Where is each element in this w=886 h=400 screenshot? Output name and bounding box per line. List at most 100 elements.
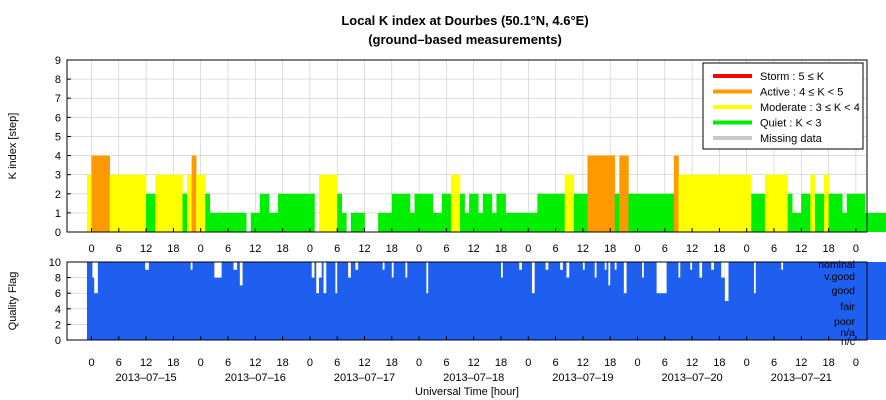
k-index-bar — [350, 212, 356, 232]
k-index-bar — [614, 193, 620, 232]
k-index-bar — [300, 193, 306, 232]
k-index-bar — [182, 193, 188, 232]
k-index-y-tick-label: 4 — [55, 151, 61, 163]
k-index-bar — [414, 193, 420, 232]
k-index-bar — [278, 193, 283, 232]
k-index-bar — [801, 193, 807, 232]
k-index-bar — [678, 174, 684, 232]
quality-flag-dip — [721, 262, 725, 278]
k-index-bar — [824, 174, 829, 232]
k-index-bar — [737, 174, 743, 232]
quality-flag-x-tick-label: 12 — [468, 357, 480, 369]
quality-flag-dip — [190, 262, 193, 270]
k-index-bar — [264, 193, 270, 232]
k-index-bar — [132, 174, 138, 232]
k-index-bar — [287, 193, 292, 232]
k-index-bar — [259, 193, 265, 232]
k-index-y-tick-label: 5 — [55, 131, 61, 143]
k-index-bar — [137, 174, 142, 232]
quality-flag-label: n/c — [841, 336, 855, 348]
k-index-bar — [305, 193, 311, 232]
k-index-y-tick-label: 9 — [55, 55, 61, 67]
quality-flag-x-tick-label: 12 — [795, 357, 807, 369]
k-index-bar — [423, 193, 429, 232]
k-index-bar — [309, 193, 315, 232]
k-index-bar — [105, 155, 110, 232]
k-index-bar — [432, 212, 438, 232]
k-index-bar — [109, 174, 115, 232]
k-index-bar — [123, 174, 129, 232]
k-index-bar — [883, 212, 886, 232]
k-index-bar — [878, 212, 884, 232]
k-index-y-tick-label: 0 — [55, 227, 61, 239]
quality-flag-dip — [566, 262, 570, 278]
quality-flag-x-tick-label: 6 — [443, 357, 449, 369]
quality-flag-dip — [690, 262, 693, 270]
k-index-bar — [778, 174, 784, 232]
quality-flag-dip — [604, 262, 607, 270]
k-index-bar — [610, 155, 616, 232]
k-index-bar — [837, 193, 843, 232]
quality-flag-x-tick-label: 0 — [416, 357, 422, 369]
k-index-bar — [564, 174, 570, 232]
k-index-bar — [410, 212, 415, 232]
quality-flag-dip — [545, 262, 549, 270]
k-index-bar — [573, 193, 579, 232]
k-index-bar — [209, 212, 215, 232]
k-index-y-ticks: 0 1 2 3 4 5 6 7 8 9 — [55, 55, 71, 239]
quality-flag-dip — [319, 262, 322, 278]
quality-flag-y-tick-label: 4 — [55, 304, 61, 316]
k-index-bar — [177, 174, 183, 232]
k-index-bar — [460, 193, 465, 232]
quality-flag-x-tick-label: 0 — [307, 357, 313, 369]
k-index-bar — [628, 193, 634, 232]
k-index-bar — [541, 193, 547, 232]
quality-flag-dip — [519, 262, 522, 270]
k-index-bar — [746, 174, 752, 232]
k-index-bar — [328, 174, 333, 232]
k-index-bar — [760, 193, 766, 232]
quality-flag-bars — [86, 262, 886, 340]
quality-flag-label: v.good — [824, 271, 855, 283]
k-index-bar — [742, 174, 747, 232]
k-index-bar — [419, 193, 424, 232]
quality-flag-x-tick-label: 6 — [771, 357, 777, 369]
k-index-bar — [164, 174, 170, 232]
quality-flag-dip — [405, 262, 408, 278]
k-index-bar — [874, 212, 879, 232]
quality-flag-dip — [348, 262, 351, 278]
legend-label: Missing data — [760, 133, 823, 145]
quality-flag-x-tick-label: 12 — [358, 357, 370, 369]
quality-flag-dip — [145, 262, 149, 270]
k-index-bar — [378, 212, 383, 232]
k-index-bar — [705, 174, 711, 232]
k-index-x-tick-label: 0 — [525, 243, 531, 255]
quality-flag-x-tick-label: 18 — [276, 357, 288, 369]
k-index-bar — [551, 193, 556, 232]
k-index-bar — [501, 193, 506, 232]
k-index-bar — [282, 193, 288, 232]
k-index-bar — [723, 174, 729, 232]
k-index-bar — [337, 193, 343, 232]
quality-flag-x-tick-label: 6 — [225, 357, 231, 369]
quality-flag-y-tick-label: 2 — [55, 319, 61, 331]
k-index-x-tick-label: 12 — [468, 243, 480, 255]
quality-flag-dip — [753, 262, 756, 294]
k-index-bar — [792, 212, 798, 232]
k-index-bar — [228, 212, 233, 232]
k-index-bar — [632, 193, 638, 232]
k-index-bar — [851, 193, 857, 232]
quality-flag-y-tick-label: 6 — [55, 288, 61, 300]
k-index-bar — [651, 193, 656, 232]
quality-flag-plot-frame — [66, 261, 868, 341]
k-index-bar — [637, 193, 643, 232]
legend-label: Quiet : K < 3 — [760, 118, 821, 130]
date-label: 2013–07–15 — [116, 372, 177, 384]
k-index-bar — [774, 174, 779, 232]
k-index-bar — [860, 193, 866, 232]
k-index-bar — [655, 193, 661, 232]
quality-flag-dip — [531, 262, 535, 294]
k-index-x-tick-label: 0 — [198, 243, 204, 255]
quality-flag-x-tick-label: 0 — [198, 357, 204, 369]
k-index-bar — [273, 212, 279, 232]
